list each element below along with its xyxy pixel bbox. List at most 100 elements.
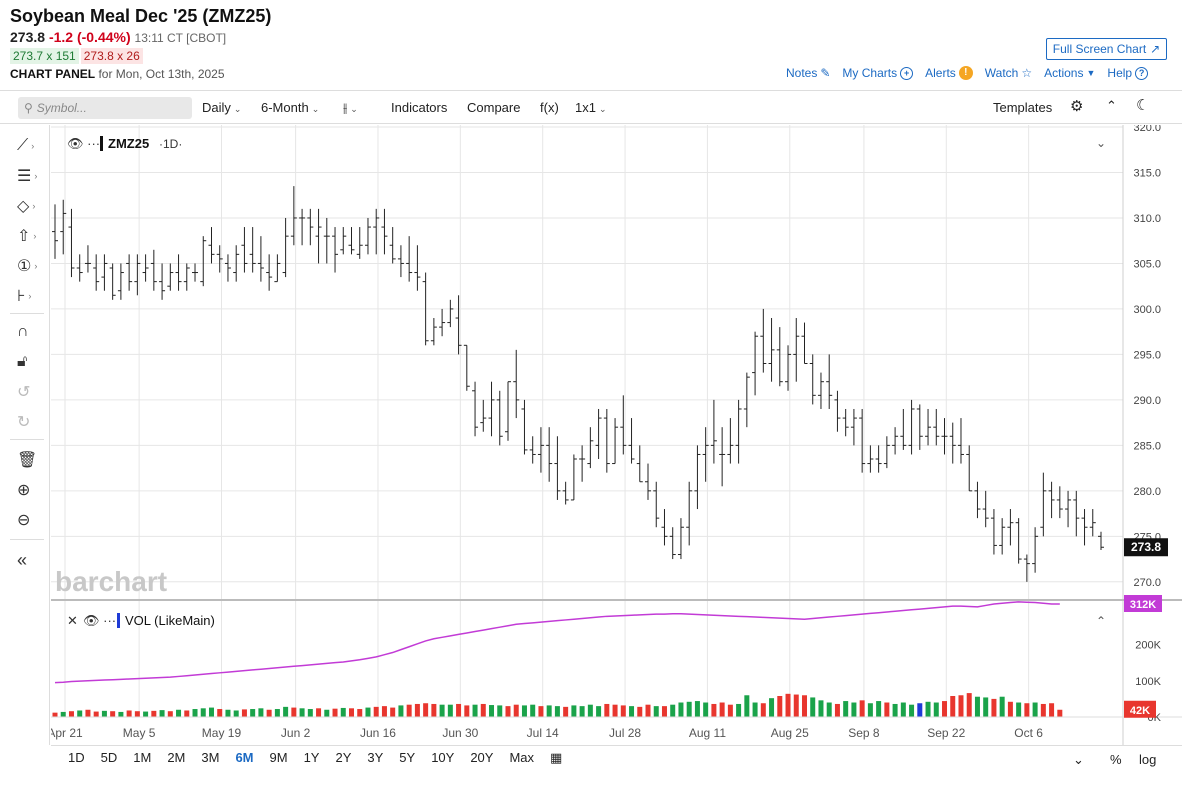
volume-bar [867, 703, 873, 717]
ohlc-bar [183, 263, 190, 291]
ohlc-bar [1056, 486, 1063, 519]
range-button-6m[interactable]: 6M [235, 750, 254, 765]
collapse-up-icon[interactable]: ⌃ [1106, 98, 1117, 113]
ohlc-bar [192, 263, 199, 282]
volume-bar [1016, 702, 1022, 717]
full-screen-chart-button[interactable]: Full Screen Chart ↗ [1046, 38, 1167, 60]
range-button-5d[interactable]: 5D [100, 750, 118, 765]
range-dropdown[interactable]: 6-Month ⌄ [261, 100, 319, 115]
x-tick-label: Oct 6 [1014, 726, 1043, 740]
ohlc-bar [900, 408, 907, 450]
ohlc-bar [529, 436, 536, 464]
dark-mode-moon-icon[interactable]: ☾ [1136, 97, 1150, 114]
double-chevron-left-icon: « [17, 549, 28, 570]
log-toggle[interactable]: log [1139, 752, 1157, 767]
ohlc-bar [175, 254, 182, 291]
ohlc-bar [1065, 490, 1072, 528]
shape-tool[interactable]: ◇ › [17, 195, 41, 217]
watch-link[interactable]: Watch ☆ [985, 66, 1032, 80]
actions-menu[interactable]: Actions ▼ [1044, 66, 1095, 80]
volume-bar [645, 704, 651, 717]
volume-bar [200, 708, 206, 717]
ohlc-bar [982, 490, 989, 528]
range-button-5y[interactable]: 5Y [399, 750, 416, 765]
layout-dropdown[interactable]: 1x1 ⌄ [575, 100, 607, 115]
ohlc-bar [859, 408, 866, 473]
annotation-tool[interactable]: ① › [17, 255, 41, 277]
ohlc-bar [274, 254, 281, 283]
period-dropdown[interactable]: Daily ⌄ [202, 100, 241, 115]
measure-tool[interactable]: ⊦ › [17, 285, 41, 307]
quote-time: 13:11 CT [CBOT] [134, 31, 227, 45]
range-button-2m[interactable]: 2M [167, 750, 186, 765]
range-button-3m[interactable]: 3M [201, 750, 220, 765]
undo-button[interactable]: ↺ [17, 381, 41, 403]
lock-tool[interactable]: 🔓︎ [17, 351, 41, 373]
gear-icon[interactable]: ⚙ [1070, 98, 1084, 115]
calendar-icon[interactable]: ▦ [550, 750, 563, 765]
range-button-20y[interactable]: 20Y [470, 750, 494, 765]
ohlc-bar [999, 518, 1006, 555]
volume-bar [834, 703, 840, 717]
volume-bar [571, 705, 577, 717]
range-button-1d[interactable]: 1D [68, 750, 85, 765]
notes-link[interactable]: Notes ✎ [786, 66, 830, 80]
magnet-tool[interactable]: ∩ [17, 321, 41, 343]
volume-bar [1049, 703, 1055, 717]
volume-bar [999, 696, 1005, 717]
my-charts-link[interactable]: My Charts + [842, 66, 914, 80]
range-button-1y[interactable]: 1Y [303, 750, 320, 765]
ohlc-bar [373, 208, 380, 255]
symbol-input[interactable]: Symbol... [36, 101, 87, 115]
range-button-1m[interactable]: 1M [133, 750, 152, 765]
fibonacci-icon: ☰ [17, 168, 32, 185]
redo-button[interactable]: ↻ [17, 411, 41, 433]
volume-bar [439, 704, 445, 717]
ohlc-bar [422, 272, 429, 346]
sidebar-divider [10, 313, 44, 314]
percent-toggle[interactable]: % [1110, 752, 1122, 767]
ohlc-bar [1089, 509, 1096, 537]
range-button-2y[interactable]: 2Y [335, 750, 352, 765]
ohlc-bar [381, 208, 388, 255]
volume-bar [909, 704, 915, 717]
volume-bar [250, 709, 256, 717]
volume-bar [637, 706, 643, 717]
x-tick-label: Aug 25 [771, 726, 809, 740]
my-charts-label: My Charts [842, 66, 898, 80]
bar-type-dropdown[interactable]: ⫲ ⌄ [343, 100, 358, 116]
price-panel-label: ZMZ25 [108, 136, 149, 151]
volume-bar [184, 710, 190, 717]
range-button-9m[interactable]: 9M [269, 750, 288, 765]
arrow-tool[interactable]: ⇧ › [17, 225, 41, 247]
alerts-link[interactable]: Alerts! [925, 66, 973, 80]
ohlc-bar [299, 208, 306, 246]
range-button-3y[interactable]: 3Y [367, 750, 384, 765]
zoom-in-button[interactable]: ⊕ [17, 479, 41, 501]
delete-button[interactable]: 🗑︎ [17, 449, 41, 471]
ohlc-bar [496, 390, 503, 446]
volume-bar [52, 712, 58, 717]
range-button-10y[interactable]: 10Y [431, 750, 455, 765]
trendline-tool[interactable]: ⟋ › [17, 135, 41, 157]
volume-bar [85, 709, 91, 717]
fib-tool[interactable]: ☰ › [17, 165, 41, 187]
range-button-max[interactable]: Max [509, 750, 535, 765]
zoom-out-button[interactable]: ⊖ [17, 509, 41, 531]
templates-button[interactable]: Templates [993, 100, 1053, 115]
chevron-down-icon: ⌄ [350, 104, 358, 114]
volume-bar [390, 707, 396, 717]
symbol-search[interactable]: ⚲ Symbol... [18, 97, 192, 119]
compare-button[interactable]: Compare [467, 100, 521, 115]
indicators-button[interactable]: Indicators [391, 100, 448, 115]
ohlc-bar [439, 308, 446, 337]
search-icon: ⚲ [24, 101, 33, 115]
price-chart[interactable]: Apr 21 May 5 May 19 Jun 2 Jun 16 Jun 30 Jul 14… [51, 125, 1182, 745]
expand-down-icon[interactable]: ⌄ [1073, 752, 1084, 767]
function-button[interactable]: f(x) [540, 100, 559, 115]
collapse-sidebar-button[interactable]: « [17, 549, 41, 571]
help-link[interactable]: Help? [1107, 66, 1149, 80]
ohlc-bar [587, 427, 594, 469]
ohlc-bar [52, 204, 58, 259]
price-tick-label: 295.0 [1133, 349, 1161, 361]
